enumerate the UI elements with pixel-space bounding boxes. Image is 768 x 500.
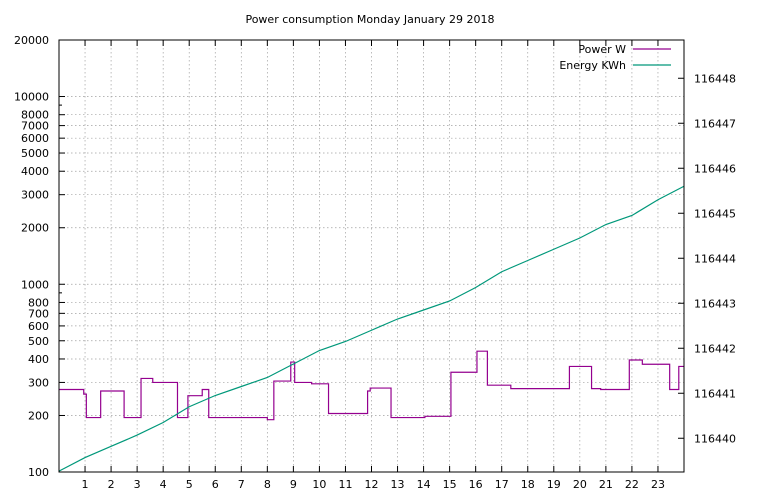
series-line-energy-kwh: [58, 185, 685, 472]
y2-tick-label: 116440: [694, 432, 736, 445]
y2-tick-label: 116445: [694, 207, 736, 220]
grid-lines: [59, 40, 684, 472]
y2-tick-label: 116446: [694, 162, 736, 175]
x-tick-label: 3: [134, 478, 141, 491]
x-tick-label: 19: [547, 478, 561, 491]
y-tick-label: 700: [28, 307, 49, 320]
y-tick-label: 2000: [21, 222, 49, 235]
chart-title: Power consumption Monday January 29 2018: [245, 13, 494, 26]
legend-label-power-w: Power W: [578, 43, 626, 56]
y-tick-label: 6000: [21, 132, 49, 145]
x-tick-label: 17: [495, 478, 509, 491]
x-tick-label: 20: [573, 478, 587, 491]
x-tick-label: 12: [365, 478, 379, 491]
x-tick-label: 23: [651, 478, 665, 491]
x-tick-label: 1: [82, 478, 89, 491]
y-tick-label: 200: [28, 409, 49, 422]
series-line-power-w: [59, 350, 684, 421]
legend: Power W Energy KWh: [559, 43, 671, 72]
x-tick-label: 4: [160, 478, 167, 491]
x-tick-label: 7: [238, 478, 245, 491]
x-tick-label: 2: [108, 478, 115, 491]
y2-tick-label: 116442: [694, 342, 736, 355]
x-tick-label: 10: [312, 478, 326, 491]
y-tick-label: 400: [28, 353, 49, 366]
y-tick-label: 100: [28, 466, 49, 479]
y-tick-label: 1000: [21, 278, 49, 291]
x-tick-label: 5: [186, 478, 193, 491]
plot-frame: [58, 39, 685, 473]
x-tick-label: 14: [417, 478, 431, 491]
x-tick-label: 16: [469, 478, 483, 491]
y-tick-label: 7000: [21, 120, 49, 133]
y-tick-label: 5000: [21, 147, 49, 160]
y-tick-label: 8000: [21, 109, 49, 122]
y-tick-label: 500: [28, 335, 49, 348]
x-tick-label: 21: [599, 478, 613, 491]
y-tick-label: 300: [28, 376, 49, 389]
x-tick-label: 8: [264, 478, 271, 491]
series-lines: [58, 185, 685, 472]
y-tick-label: 20000: [14, 34, 49, 47]
x-tick-label: 18: [521, 478, 535, 491]
x-tick-label: 13: [391, 478, 405, 491]
y2-tick-label: 116447: [694, 117, 736, 130]
y2-tick-label: 116448: [694, 72, 736, 85]
x-tick-label: 22: [625, 478, 639, 491]
y-tick-label: 10000: [14, 91, 49, 104]
y2-tick-label: 116443: [694, 297, 736, 310]
y-tick-label: 4000: [21, 165, 49, 178]
x-tick-label: 11: [338, 478, 352, 491]
y-tick-label: 800: [28, 296, 49, 309]
y2-tick-label: 116441: [694, 387, 736, 400]
y-tick-label: 3000: [21, 189, 49, 202]
x-tick-label: 9: [290, 478, 297, 491]
y-tick-label: 600: [28, 320, 49, 333]
legend-label-energy-kwh: Energy KWh: [559, 59, 626, 72]
x-tick-label: 6: [212, 478, 219, 491]
axis-ticks: 1 2 3 4 5 6 7 8 9 10 11 12 13 14 15 16 17 18 19 20 21 22 23100…: [14, 34, 736, 491]
x-tick-label: 15: [443, 478, 457, 491]
y2-tick-label: 116444: [694, 252, 736, 265]
